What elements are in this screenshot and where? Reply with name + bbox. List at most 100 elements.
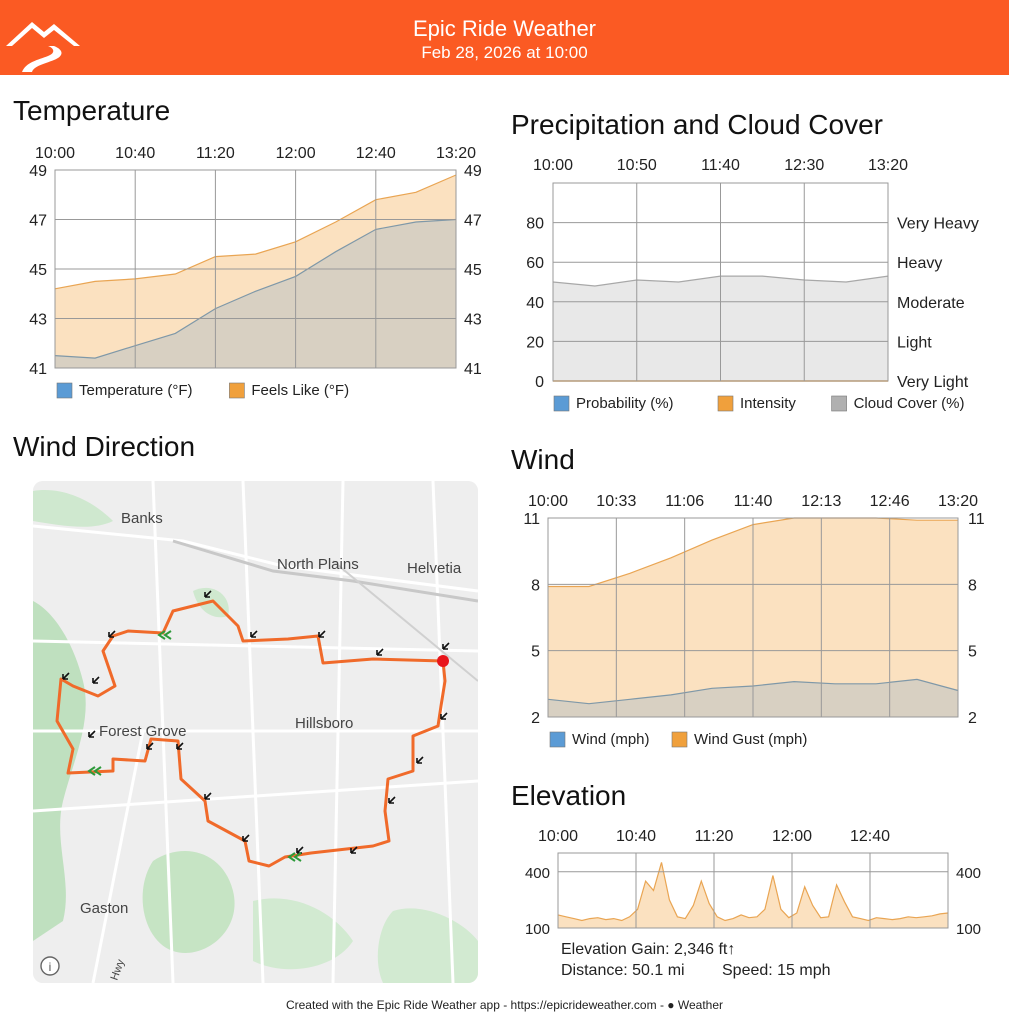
elevation-frame (557, 852, 949, 929)
elevation-x-tick: 10:40 (616, 828, 656, 845)
precip-intensity-label: Very Light (897, 374, 969, 391)
wind-x-tick: 11:06 (665, 493, 704, 510)
wind-x-tick: 11:40 (734, 493, 773, 510)
wind-x-tick: 12:13 (801, 493, 841, 510)
forest-area (253, 898, 353, 970)
temperature-y-tick: 49 (29, 163, 47, 180)
wind-y-tick-right: 11 (968, 511, 985, 528)
wind-x-tick: 10:00 (528, 493, 568, 510)
precip-legend-label: Intensity (740, 395, 796, 412)
temperature-legend-label: Feels Like (°F) (251, 382, 349, 399)
precip-intensity-label: Heavy (897, 255, 942, 272)
forest-area (142, 851, 235, 953)
forest-area (33, 490, 113, 527)
wind-y-tick-right: 2 (968, 710, 977, 727)
app-header: Epic Ride Weather Feb 28, 2026 at 10:00 (0, 0, 1009, 75)
precip-x-tick: 10:00 (533, 157, 573, 174)
elevation-x-tick: 11:20 (695, 828, 734, 845)
wind-legend-label: Wind (mph) (572, 731, 650, 748)
precip-x-tick: 13:20 (868, 157, 908, 174)
precip-legend-swatch (553, 395, 570, 412)
precip-y-tick: 0 (535, 374, 544, 391)
tailwind-chevrons (87, 630, 302, 862)
forecast-date: Feb 28, 2026 at 10:00 (421, 43, 588, 62)
wind-y-tick: 5 (531, 644, 540, 661)
footer-brand: Weather (677, 998, 724, 1012)
temperature-y-tick-right: 43 (464, 312, 482, 329)
elevation-gain: Elevation Gain: 2,346 ft↑ (561, 941, 736, 958)
map-label-forest-grove: Forest Grove (99, 723, 187, 740)
precip-intensity-label: Light (897, 334, 932, 351)
wind-y-tick-right: 5 (968, 644, 977, 661)
elevation-title: Elevation (511, 780, 627, 811)
elevation-y-tick: 100 (525, 921, 550, 938)
speed-readout: Speed: 15 mph (722, 962, 831, 979)
precip-y-tick: 40 (526, 295, 544, 312)
map-label-banks: Banks (121, 510, 163, 527)
temperature-x-tick: 10:00 (35, 145, 75, 162)
map-label-helvetia: Helvetia (407, 560, 462, 577)
map-label-gaston: Gaston (80, 900, 128, 917)
temperature-legend-swatch (229, 382, 245, 399)
wind-y-tick: 8 (531, 577, 540, 594)
precip-intensity-label: Moderate (897, 295, 965, 312)
route-path (55, 599, 447, 868)
precip-legend-swatch (831, 395, 847, 412)
temperature-title: Temperature (13, 95, 171, 126)
elevation-y-tick-right: 100 (956, 921, 981, 938)
footer-text: Created with the Epic Ride Weather app -… (285, 998, 668, 1012)
precip-y-tick: 20 (526, 334, 544, 351)
elevation-x-tick: 12:40 (850, 828, 890, 845)
precip-x-tick: 12:30 (784, 157, 824, 174)
info-icon[interactable]: i (40, 956, 60, 976)
precip-intensity-label: Very Heavy (897, 216, 979, 233)
route-start-marker (437, 655, 449, 667)
svg-text:i: i (49, 960, 52, 974)
elevation-y-tick: 400 (525, 865, 550, 882)
temperature-x-tick: 12:40 (356, 145, 396, 162)
map-label-hillsboro: Hillsboro (295, 715, 353, 732)
temperature-y-tick: 43 (29, 312, 47, 329)
temperature-x-tick: 10:40 (115, 145, 155, 162)
temperature-y-tick: 47 (29, 213, 47, 230)
feels-like-line (54, 174, 457, 290)
temperature-y-tick-right: 45 (464, 262, 482, 279)
temperature-x-tick: 13:20 (436, 145, 476, 162)
precip-y-tick: 80 (526, 216, 544, 233)
elevation-y-tick-right: 400 (956, 865, 981, 882)
temperature-y-tick-right: 49 (464, 163, 482, 180)
temperature-area (55, 219, 456, 368)
map-label-north-plains: North Plains (277, 556, 359, 573)
wind-title: Wind (511, 444, 575, 475)
elevation-area (558, 862, 948, 928)
wind-legend-swatch (549, 731, 566, 748)
temperature-y-tick-right: 41 (464, 361, 482, 378)
temperature-x-tick: 12:00 (276, 145, 316, 162)
footer-credit: Created with the Epic Ride Weather app -… (0, 998, 1009, 1012)
temperature-line (54, 218, 457, 359)
wind-legend-label: Wind Gust (mph) (694, 731, 807, 748)
wind-x-tick: 13:20 (938, 493, 978, 510)
elevation-x-tick: 12:00 (772, 828, 812, 845)
wind-legend-swatch (671, 731, 688, 748)
temperature-y-tick: 45 (29, 262, 47, 279)
wind-arrows (62, 590, 450, 854)
wind-direction-title: Wind Direction (13, 431, 196, 462)
wind-y-tick-right: 8 (968, 577, 977, 594)
wind-x-tick: 10:33 (596, 493, 636, 510)
temperature-legend-swatch (56, 382, 73, 399)
temperature-y-tick-right: 47 (464, 213, 482, 230)
wind-direction-map[interactable]: Banks North Plains Helvetia Forest Grove… (33, 481, 478, 983)
precip-title: Precipitation and Cloud Cover (511, 109, 883, 140)
map-canvas: Banks North Plains Helvetia Forest Grove… (33, 481, 478, 983)
distance-readout: Distance: 50.1 mi (561, 962, 685, 979)
wind-y-tick: 11 (523, 511, 540, 528)
temperature-y-tick: 41 (29, 361, 47, 378)
precip-legend-swatch (717, 395, 734, 412)
apple-logo-icon: ● (667, 998, 675, 1012)
mountain-road-icon (6, 22, 80, 72)
precip-x-tick: 11:40 (701, 157, 740, 174)
precip-x-tick: 10:50 (617, 157, 657, 174)
precip-legend-label: Probability (%) (576, 395, 674, 412)
precip-legend-label: Cloud Cover (%) (854, 395, 965, 412)
